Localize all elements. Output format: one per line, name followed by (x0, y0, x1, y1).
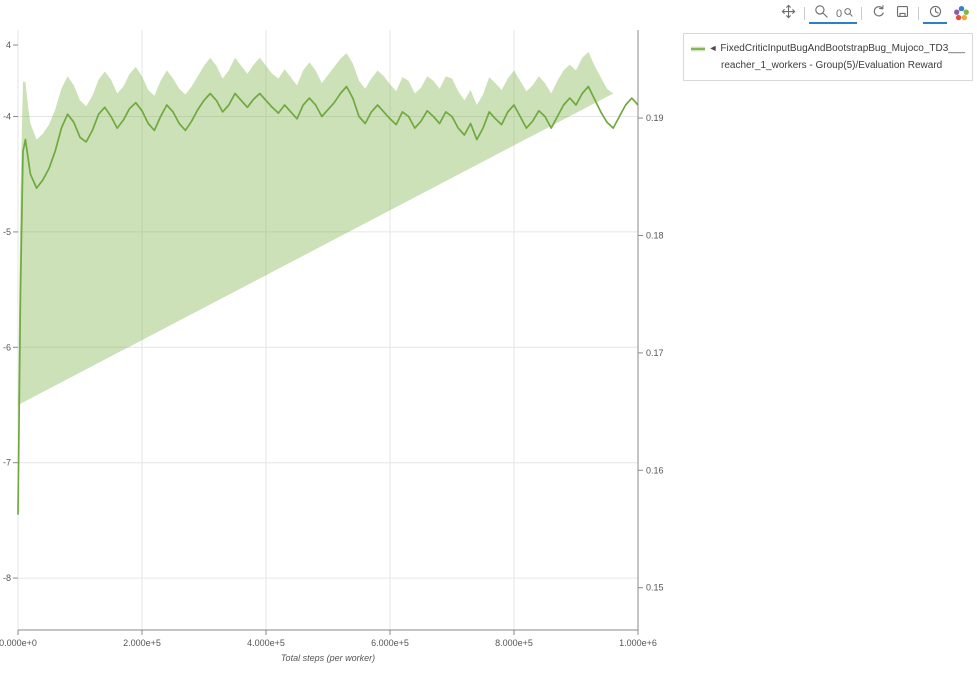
legend-item[interactable]: ◄ FixedCriticInputBugAndBootstrapBug_Muj… (691, 42, 965, 55)
modebar-group-view (866, 3, 914, 24)
legend[interactable]: ◄ FixedCriticInputBugAndBootstrapBug_Muj… (683, 33, 973, 81)
legend-series-name-line1: FixedCriticInputBugAndBootstrapBug_Mujoc… (720, 43, 965, 54)
box-zoom-icon (814, 5, 828, 18)
svg-text:8.000e+5: 8.000e+5 (495, 638, 533, 648)
legend-series-name-line2: reacher_1_workers - Group(5)/Evaluation … (721, 60, 943, 71)
svg-text:-7: -7 (3, 458, 11, 468)
modebar-group-history (923, 3, 947, 24)
svg-text:-4: -4 (3, 112, 11, 122)
svg-text:4.000e+5: 4.000e+5 (247, 638, 285, 648)
modebar-divider (918, 6, 919, 20)
history-icon (929, 5, 941, 18)
svg-text:0.16: 0.16 (646, 465, 664, 475)
modebar-group-pan (776, 3, 800, 24)
box-zoom-button[interactable] (812, 4, 830, 20)
legend-swatch-icon (691, 46, 706, 51)
zoom-reset-magnifier-icon (844, 7, 853, 17)
snapshot-button[interactable] (893, 4, 911, 20)
svg-text:1.000e+6: 1.000e+6 (619, 638, 657, 648)
modebar-divider (804, 6, 805, 20)
pan-button[interactable] (779, 4, 797, 20)
modebar-divider (861, 6, 862, 20)
app-logo-icon (953, 5, 969, 20)
svg-text:0.15: 0.15 (646, 583, 664, 593)
zoom-reset-label: 0 (836, 7, 843, 20)
history-button[interactable] (926, 4, 944, 20)
svg-text:-5: -5 (3, 227, 11, 237)
refresh-icon (873, 5, 884, 17)
svg-text:2.000e+5: 2.000e+5 (123, 638, 161, 648)
svg-text:6.000e+5: 6.000e+5 (371, 638, 409, 648)
modebar: 0 (776, 3, 971, 24)
svg-text:-8: -8 (3, 573, 11, 583)
refresh-button[interactable] (869, 4, 887, 20)
svg-text:Total steps (per worker): Total steps (per worker) (281, 653, 375, 663)
modebar-group-zoom: 0 (809, 3, 857, 24)
pan-icon (781, 4, 795, 19)
logo-button[interactable] (951, 5, 971, 21)
svg-text:0.18: 0.18 (646, 230, 664, 240)
svg-text:0.000e+0: 0.000e+0 (0, 638, 37, 648)
zoom-reset-button[interactable]: 0 (836, 4, 854, 20)
snapshot-icon (896, 5, 908, 18)
svg-text:4: 4 (6, 40, 11, 50)
legend-collapse-arrow-icon[interactable]: ◄ (708, 43, 718, 53)
svg-text:0.19: 0.19 (646, 113, 664, 123)
svg-text:0.17: 0.17 (646, 348, 664, 358)
svg-text:-6: -6 (3, 342, 11, 352)
